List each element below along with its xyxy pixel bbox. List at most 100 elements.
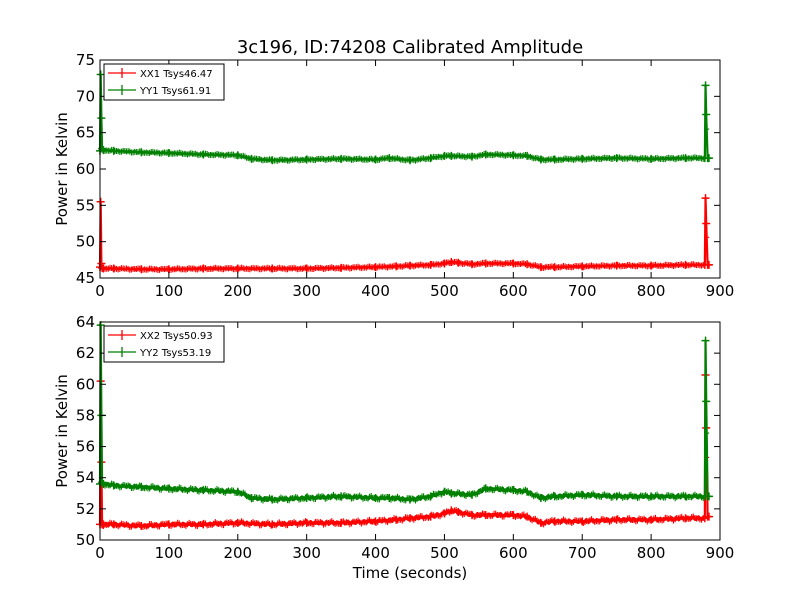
bottom-series-yy-point <box>702 397 711 406</box>
bottom-series-xx-point <box>681 514 690 523</box>
top-xtick-label: 500 <box>430 282 459 300</box>
bottom-xlabel: Time (seconds) <box>352 564 468 582</box>
bottom-xtick-label: 300 <box>292 544 321 562</box>
top-series-xx-point <box>164 265 173 274</box>
top-series-xx-markers <box>96 194 713 274</box>
top-series-xx-point <box>337 263 346 272</box>
bottom-axis-ticks: 0 100 200 300 400 500 600 700 800 900 50 52 54 56 58 60… <box>76 313 734 562</box>
bottom-panel: 0 100 200 300 400 500 600 700 800 900 50 52 54 56 58 60… <box>53 313 734 582</box>
top-series-xx-point <box>550 263 559 272</box>
top-series-yy-point <box>268 156 277 165</box>
top-series-xx-point <box>392 262 401 271</box>
top-series-yy-point <box>96 70 105 79</box>
top-series-xx-point <box>406 261 414 270</box>
top-ytick-label: 75 <box>76 51 95 69</box>
top-series-yy-point <box>406 156 414 165</box>
top-series-xx-point <box>536 263 545 272</box>
top-series-yy-point <box>199 150 208 159</box>
bottom-xtick-label: 400 <box>361 544 390 562</box>
top-series-xx-point <box>701 194 710 203</box>
top-series-yy-point <box>536 155 545 164</box>
bottom-series-xx-point <box>440 509 449 518</box>
top-legend-xx-label: XX1 Tsys46.47 <box>140 69 213 80</box>
bottom-series-yy-point <box>268 495 277 504</box>
chart-title: 3c196, ID:74208 Calibrated Amplitude <box>237 37 583 58</box>
top-series-xx-point <box>137 265 146 274</box>
bottom-xtick-label: 900 <box>706 544 735 562</box>
bottom-legend: XX2 Tsys50.93 YY2 Tsys53.19 <box>103 325 225 363</box>
bottom-ytick-label: 56 <box>76 438 95 456</box>
bottom-series-yy-point <box>164 484 173 493</box>
top-xtick-label: 900 <box>706 282 735 300</box>
bottom-series-xx-point <box>99 520 108 529</box>
bottom-series-xx-point <box>536 518 545 527</box>
bottom-series-yy-point <box>137 483 146 492</box>
bottom-series-xx-point <box>647 515 656 524</box>
bottom-series-yy-point <box>578 490 587 499</box>
top-series-yy-point <box>426 154 435 163</box>
top-series-xx-point <box>509 259 518 268</box>
top-series-yy-point <box>164 149 173 158</box>
bottom-xtick-label: 0 <box>95 544 105 562</box>
top-series-yy-point <box>371 155 380 164</box>
top-series-xx-point <box>578 262 587 271</box>
top-ytick-label: 55 <box>76 196 95 214</box>
bottom-series-xx-point <box>371 517 380 526</box>
bottom-series-yy-point <box>536 493 545 502</box>
top-series-yy-point <box>233 151 242 160</box>
top-series-xx-point <box>612 261 621 270</box>
bottom-legend-yy-label: YY2 Tsys53.19 <box>139 348 211 359</box>
top-series-yy-point <box>385 154 394 163</box>
bottom-series-yy-point <box>247 493 256 502</box>
bottom-ylabel: Power in Kelvin <box>53 374 71 488</box>
top-ylabel: Power in Kelvin <box>53 112 71 226</box>
bottom-series-xx-point <box>392 515 401 524</box>
bottom-series-yy-point <box>701 336 710 345</box>
bottom-series-xx-point <box>199 520 208 529</box>
bottom-series-xx-point <box>550 517 559 526</box>
top-series-yy-point <box>702 110 711 119</box>
top-series-yy-point <box>447 151 456 160</box>
bottom-series-xx-point <box>109 520 118 529</box>
bottom-series-xx-point <box>268 520 277 529</box>
top-series-yy-markers <box>96 70 713 165</box>
top-series-yy-point <box>523 151 532 160</box>
top-legend-yy-label: YY1 Tsys61.91 <box>139 86 211 97</box>
top-series-xx-point <box>523 260 532 269</box>
top-series-xx-point <box>233 264 242 273</box>
bottom-series-yy-point <box>426 492 435 501</box>
top-series-yy-point <box>97 114 106 123</box>
bottom-series-xx-point <box>481 511 490 520</box>
bottom-ytick-label: 52 <box>76 500 95 518</box>
top-xtick-label: 0 <box>95 282 105 300</box>
top-xtick-label: 200 <box>223 282 252 300</box>
top-series-xx-point <box>371 263 380 272</box>
bottom-series-yy-point <box>302 493 311 502</box>
bottom-series-yy-point <box>406 495 414 504</box>
top-series-yy-point <box>704 154 713 163</box>
top-series-yy-point <box>468 152 476 161</box>
bottom-series-yy-point <box>523 487 532 496</box>
bottom-ytick-label: 64 <box>76 313 95 331</box>
bottom-series-xx-point <box>468 511 476 520</box>
top-series-yy-point <box>550 155 559 164</box>
bottom-ytick-label: 54 <box>76 469 95 487</box>
top-axis-ticks: 0 100 200 300 400 500 600 700 800 900 45 50 55 60 65 70… <box>76 51 734 300</box>
bottom-series-yy-point <box>199 486 208 495</box>
bottom-xtick-label: 800 <box>637 544 666 562</box>
top-series-xx-point <box>481 259 490 268</box>
bottom-series-xx-point <box>578 517 587 526</box>
top-series-xx-point <box>447 258 456 267</box>
bottom-axes-frame <box>99 321 721 541</box>
bottom-series-xx-point <box>523 512 532 521</box>
top-series-xx-point <box>704 260 713 269</box>
bottom-series-yy-point <box>109 481 118 490</box>
bottom-series-yy-point <box>99 479 108 488</box>
bottom-xtick-label: 500 <box>430 544 459 562</box>
top-xtick-label: 600 <box>499 282 528 300</box>
top-series-yy-point <box>109 146 118 155</box>
top-series-yy-point <box>509 151 518 160</box>
top-series-yy-point <box>337 154 346 163</box>
